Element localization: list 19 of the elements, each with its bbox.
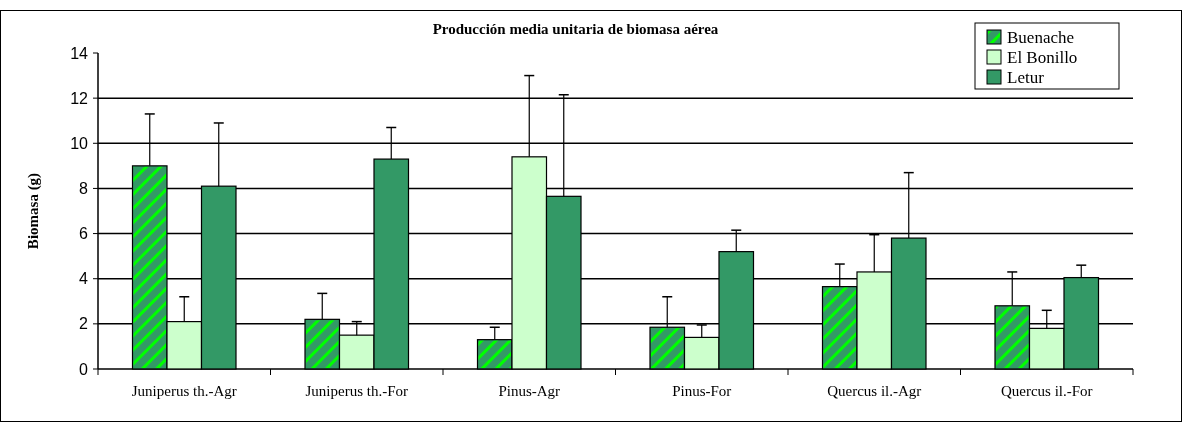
legend-label: Buenache xyxy=(1007,28,1075,47)
y-tick-label: 6 xyxy=(79,225,89,243)
y-tick-label: 8 xyxy=(79,180,89,198)
y-axis-title: Biomasa (g) xyxy=(25,172,42,250)
x-tick-label: Juniperus th.-For xyxy=(305,383,408,399)
x-tick-label: Pinus-For xyxy=(672,383,732,399)
x-tick-label: Quercus il.-For xyxy=(1000,383,1093,399)
x-tick-label: Juniperus th.-Agr xyxy=(131,383,237,399)
chart-title: Producción media unitaria de biomasa aérea xyxy=(432,21,719,37)
legend-label: Letur xyxy=(1007,68,1045,87)
legend-label: El Bonillo xyxy=(1007,48,1078,67)
y-tick-label: 4 xyxy=(79,270,89,288)
x-tick-label: Quercus il.-Agr xyxy=(827,383,922,399)
y-tick-label: 0 xyxy=(79,360,89,378)
y-tick-label: 10 xyxy=(70,134,89,152)
x-tick-label: Pinus-Agr xyxy=(498,383,561,399)
y-tick-label: 2 xyxy=(79,315,89,333)
y-tick-label: 14 xyxy=(70,44,89,62)
y-tick-label: 12 xyxy=(70,89,89,107)
